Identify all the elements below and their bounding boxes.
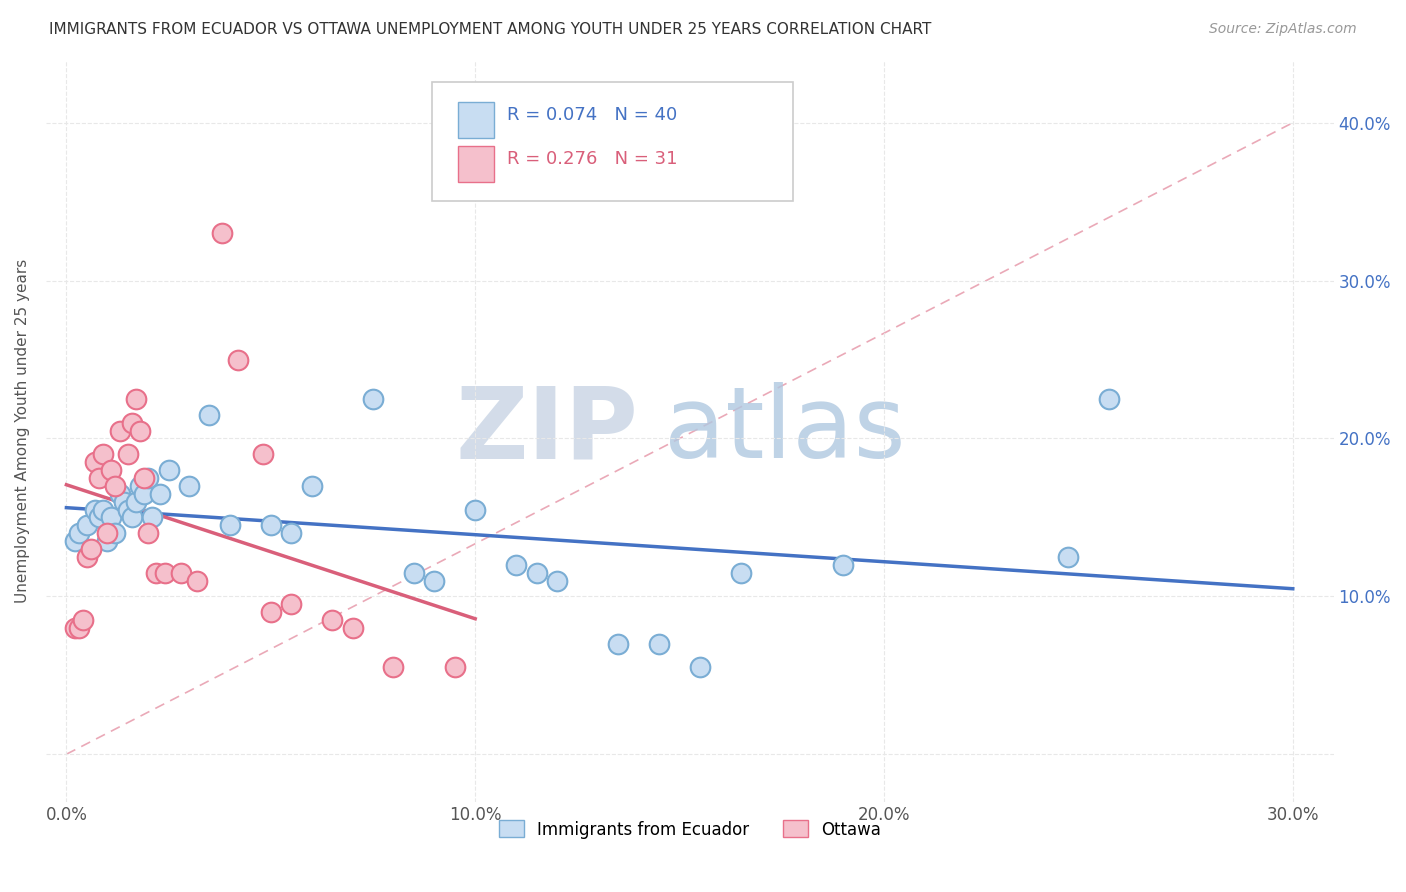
Point: [67, 526, 90, 541]
Point: [443, 660, 465, 674]
Point: [382, 660, 405, 674]
Point: [186, 574, 208, 588]
Point: [301, 479, 323, 493]
Point: [141, 510, 163, 524]
Point: [76, 518, 98, 533]
Point: [100, 510, 122, 524]
Point: [87, 510, 110, 524]
Point: [526, 566, 548, 580]
Point: [67, 621, 90, 635]
Point: [121, 416, 143, 430]
Point: [280, 597, 302, 611]
Text: R = 0.074   N = 40: R = 0.074 N = 40: [508, 105, 678, 124]
Point: [177, 479, 200, 493]
Point: [832, 558, 855, 572]
Point: [280, 526, 302, 541]
Point: [321, 613, 343, 627]
Point: [546, 574, 568, 588]
Point: [149, 487, 172, 501]
Point: [104, 526, 127, 541]
Point: [125, 494, 148, 508]
Point: [72, 613, 94, 627]
Point: [361, 392, 384, 406]
Point: [136, 471, 159, 485]
Point: [91, 502, 114, 516]
Point: [104, 479, 127, 493]
Point: [96, 534, 118, 549]
Point: [198, 408, 221, 422]
FancyBboxPatch shape: [458, 146, 494, 182]
Point: [219, 518, 242, 533]
Legend: Immigrants from Ecuador, Ottawa: Immigrants from Ecuador, Ottawa: [492, 814, 887, 846]
Point: [1057, 549, 1080, 564]
Point: [117, 502, 139, 516]
Point: [170, 566, 193, 580]
Point: [607, 637, 630, 651]
Point: [260, 605, 283, 619]
Point: [252, 447, 274, 461]
Point: [132, 487, 155, 501]
Point: [63, 621, 86, 635]
Point: [1098, 392, 1121, 406]
Point: [464, 502, 486, 516]
Point: [112, 494, 135, 508]
FancyBboxPatch shape: [432, 82, 793, 201]
Point: [153, 566, 176, 580]
Point: [121, 510, 143, 524]
Point: [260, 518, 283, 533]
Point: [145, 566, 167, 580]
Point: [108, 487, 131, 501]
Point: [84, 502, 107, 516]
Point: [117, 447, 139, 461]
Point: [80, 541, 103, 556]
Point: [96, 526, 118, 541]
Text: atlas: atlas: [664, 382, 905, 479]
Point: [125, 392, 148, 406]
Point: [108, 424, 131, 438]
Point: [63, 534, 86, 549]
Point: [648, 637, 671, 651]
Point: [129, 424, 152, 438]
Point: [132, 471, 155, 485]
Point: [342, 621, 364, 635]
Point: [87, 471, 110, 485]
Point: [91, 447, 114, 461]
Text: ZIP: ZIP: [456, 382, 638, 479]
Point: [84, 455, 107, 469]
Text: IMMIGRANTS FROM ECUADOR VS OTTAWA UNEMPLOYMENT AMONG YOUTH UNDER 25 YEARS CORREL: IMMIGRANTS FROM ECUADOR VS OTTAWA UNEMPL…: [49, 22, 932, 37]
Point: [100, 463, 122, 477]
Point: [226, 352, 249, 367]
Point: [136, 526, 159, 541]
Y-axis label: Unemployment Among Youth under 25 years: Unemployment Among Youth under 25 years: [15, 259, 30, 603]
FancyBboxPatch shape: [458, 102, 494, 137]
Text: R = 0.276   N = 31: R = 0.276 N = 31: [508, 150, 678, 168]
Point: [157, 463, 180, 477]
Point: [211, 226, 233, 240]
Point: [730, 566, 752, 580]
Point: [76, 549, 98, 564]
Point: [505, 558, 527, 572]
Point: [129, 479, 152, 493]
Point: [402, 566, 425, 580]
Text: Source: ZipAtlas.com: Source: ZipAtlas.com: [1209, 22, 1357, 37]
Point: [689, 660, 711, 674]
Point: [423, 574, 446, 588]
